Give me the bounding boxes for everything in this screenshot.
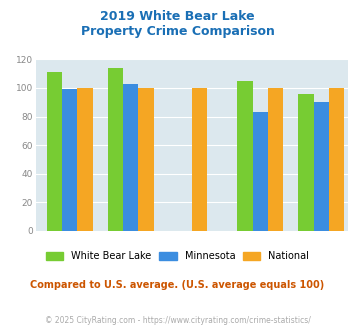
Bar <box>268 88 283 231</box>
Bar <box>192 88 207 231</box>
Bar <box>298 94 313 231</box>
Bar <box>62 89 77 231</box>
Bar <box>329 88 344 231</box>
Bar <box>47 72 62 231</box>
Bar <box>237 81 253 231</box>
Bar <box>253 112 268 231</box>
Bar <box>123 84 138 231</box>
Text: Compared to U.S. average. (U.S. average equals 100): Compared to U.S. average. (U.S. average … <box>31 280 324 290</box>
Bar <box>138 88 154 231</box>
Bar <box>313 102 329 231</box>
Text: 2019 White Bear Lake
Property Crime Comparison: 2019 White Bear Lake Property Crime Comp… <box>81 10 274 38</box>
Text: © 2025 CityRating.com - https://www.cityrating.com/crime-statistics/: © 2025 CityRating.com - https://www.city… <box>45 315 310 325</box>
Legend: White Bear Lake, Minnesota, National: White Bear Lake, Minnesota, National <box>42 248 313 265</box>
Bar <box>108 68 123 231</box>
Bar <box>77 88 93 231</box>
